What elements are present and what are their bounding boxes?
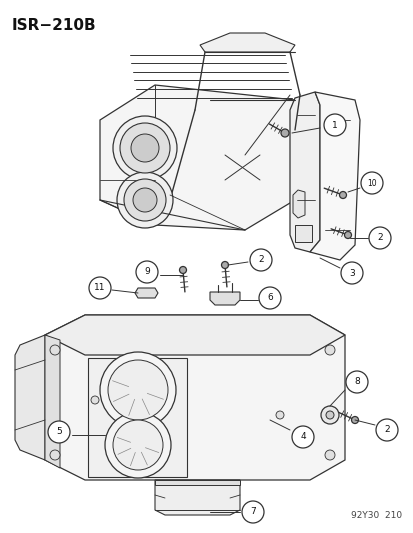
Polygon shape — [45, 335, 60, 468]
Circle shape — [280, 129, 288, 137]
Text: 2: 2 — [383, 425, 389, 434]
Text: 10: 10 — [366, 179, 376, 188]
Text: 2: 2 — [258, 255, 263, 264]
Circle shape — [221, 262, 228, 269]
Polygon shape — [292, 190, 304, 218]
Circle shape — [351, 416, 358, 424]
Polygon shape — [88, 358, 187, 477]
Polygon shape — [294, 225, 311, 242]
Circle shape — [131, 134, 159, 162]
Circle shape — [108, 360, 168, 420]
Text: 4: 4 — [299, 432, 305, 441]
Text: 8: 8 — [353, 377, 359, 386]
Circle shape — [340, 262, 362, 284]
Circle shape — [50, 345, 60, 355]
Circle shape — [339, 191, 346, 198]
Circle shape — [133, 188, 157, 212]
Circle shape — [323, 114, 345, 136]
Circle shape — [291, 426, 313, 448]
Text: 3: 3 — [348, 269, 354, 278]
Circle shape — [105, 412, 171, 478]
Circle shape — [275, 411, 283, 419]
Circle shape — [113, 116, 177, 180]
Text: 9: 9 — [144, 268, 150, 277]
Circle shape — [179, 266, 186, 273]
Circle shape — [259, 287, 280, 309]
Circle shape — [89, 277, 111, 299]
Text: 11: 11 — [94, 284, 105, 293]
Circle shape — [320, 406, 338, 424]
Text: 7: 7 — [249, 507, 255, 516]
Polygon shape — [154, 480, 240, 515]
Polygon shape — [309, 92, 359, 260]
Polygon shape — [15, 335, 45, 460]
Circle shape — [50, 450, 60, 460]
Polygon shape — [289, 92, 319, 252]
Polygon shape — [45, 315, 344, 480]
Text: 92Y30  210: 92Y30 210 — [350, 511, 401, 520]
Circle shape — [100, 352, 176, 428]
Text: 1: 1 — [331, 120, 337, 130]
Text: 6: 6 — [266, 294, 272, 303]
Circle shape — [242, 501, 263, 523]
Circle shape — [368, 227, 390, 249]
Polygon shape — [154, 480, 240, 485]
Text: 5: 5 — [56, 427, 62, 437]
Circle shape — [324, 450, 334, 460]
Circle shape — [325, 411, 333, 419]
Text: 2: 2 — [376, 233, 382, 243]
Polygon shape — [209, 292, 240, 305]
Circle shape — [120, 123, 170, 173]
Circle shape — [91, 396, 99, 404]
Circle shape — [345, 371, 367, 393]
Circle shape — [375, 419, 397, 441]
Text: ISR−210B: ISR−210B — [12, 18, 96, 33]
Polygon shape — [135, 288, 158, 298]
Circle shape — [117, 172, 173, 228]
Circle shape — [124, 179, 166, 221]
Circle shape — [324, 345, 334, 355]
Circle shape — [48, 421, 70, 443]
Polygon shape — [100, 85, 294, 230]
Circle shape — [136, 261, 158, 283]
Polygon shape — [45, 315, 344, 355]
Circle shape — [360, 172, 382, 194]
Circle shape — [113, 420, 163, 470]
Circle shape — [344, 231, 351, 238]
Circle shape — [249, 249, 271, 271]
Polygon shape — [199, 33, 294, 52]
